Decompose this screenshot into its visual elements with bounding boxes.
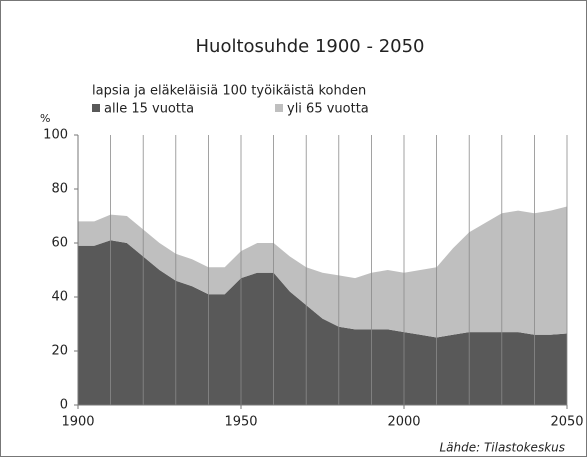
x-tick-label: 2000 [387,415,420,430]
y-tick-label: 0 [60,398,68,413]
y-tick-label: 100 [43,128,68,143]
legend-swatch [92,104,100,112]
y-tick-label: 60 [51,236,68,251]
legend-swatch [275,104,283,112]
area [78,206,567,338]
x-tick-label: 1950 [224,415,257,430]
area [78,240,567,405]
subtitle: lapsia ja eläkeläisiä 100 työikäistä koh… [92,84,366,99]
y-tick-label: 80 [51,182,68,197]
y-tick-label: 20 [51,344,68,359]
chart-title: Huoltosuhde 1900 - 2050 [196,36,425,57]
legend-label: yli 65 vuotta [287,102,369,117]
y-axis-label: % [40,112,50,125]
x-tick-label: 1900 [61,415,94,430]
legend-label: alle 15 vuotta [104,102,194,117]
source: Lähde: Tilastokeskus [439,441,565,455]
y-tick-label: 40 [51,290,68,305]
x-tick-label: 2050 [550,415,583,430]
